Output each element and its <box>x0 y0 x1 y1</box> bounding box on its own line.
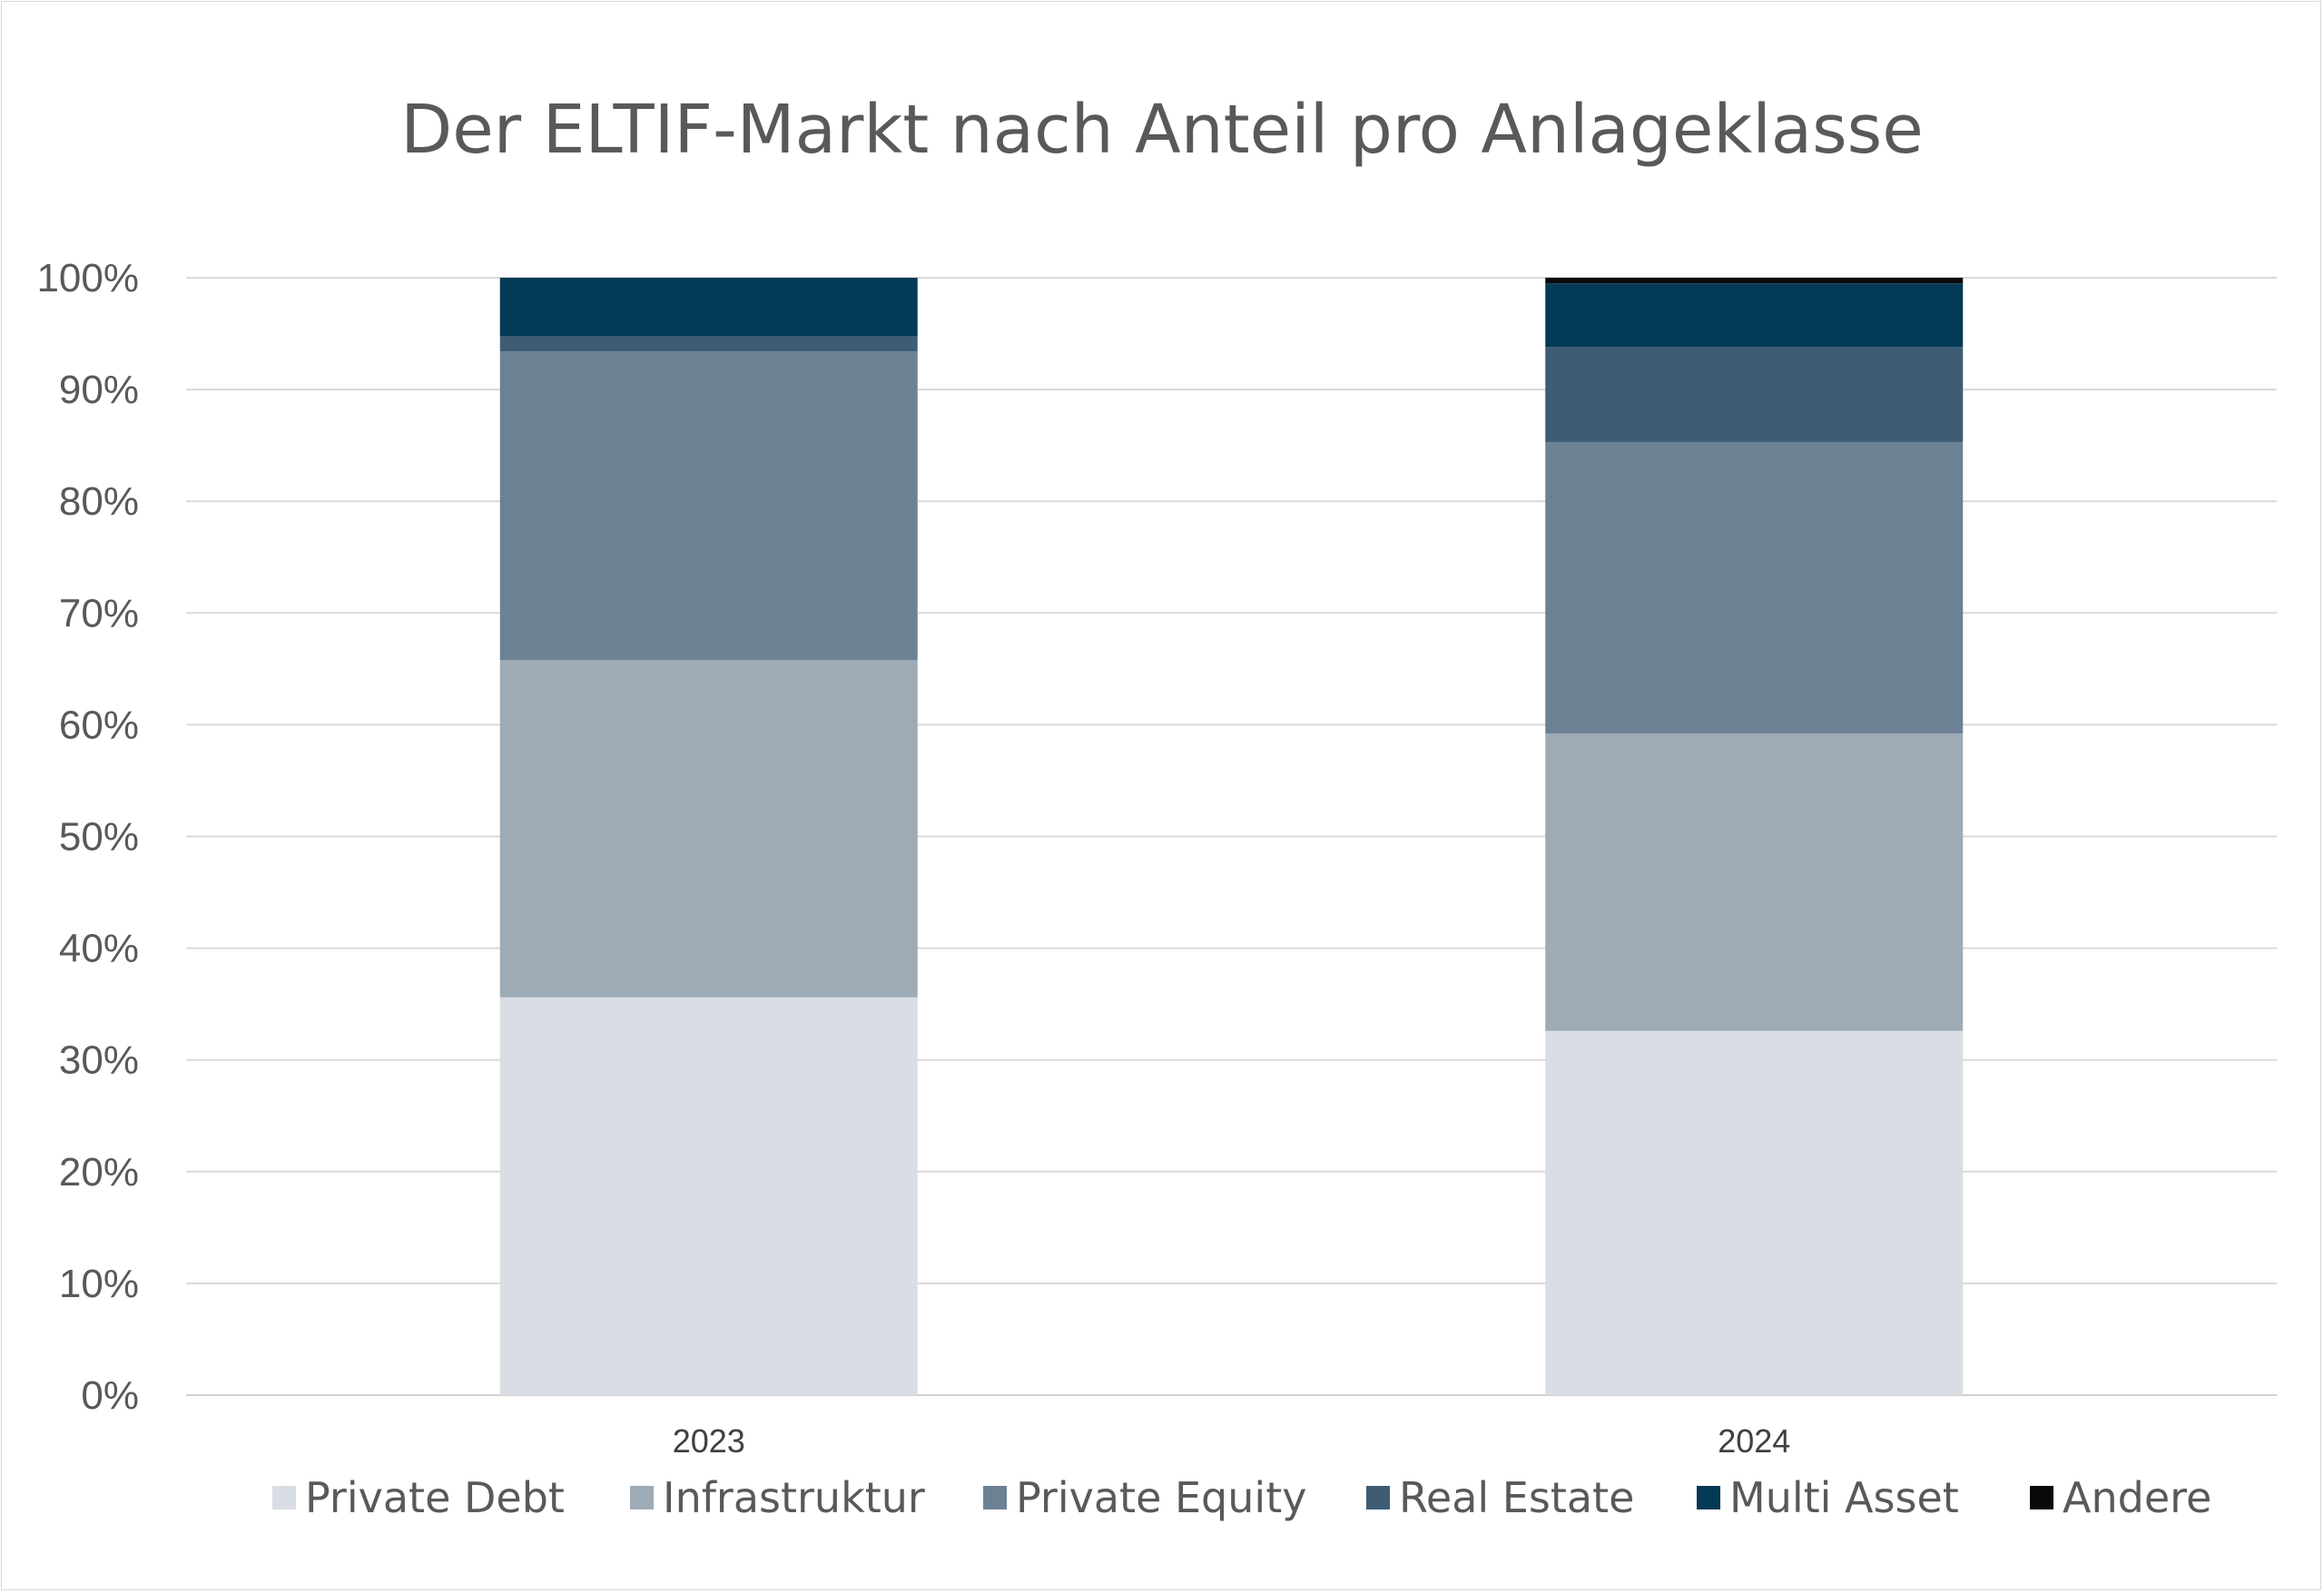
y-tick-label: 100% <box>36 256 139 300</box>
legend-item: Andere <box>2030 1469 2211 1527</box>
legend-swatch <box>983 1486 1007 1509</box>
bars <box>499 278 1964 1395</box>
legend-swatch <box>630 1486 654 1509</box>
y-tick-label: 40% <box>59 927 139 971</box>
bar-segment-private-debt-2024 <box>1545 1030 1964 1395</box>
x-axis-categories: 2023 2024 <box>673 1422 1791 1460</box>
legend-item: Multi Asset <box>1697 1469 1959 1527</box>
bar-segment-multi-asset-2024 <box>1545 283 1964 348</box>
bar-segment-andere-2024 <box>1545 278 1964 284</box>
bar-segment-private-equity-2023 <box>499 351 918 661</box>
y-tick-label: 70% <box>59 591 139 635</box>
bar-segment-private-equity-2024 <box>1545 441 1964 734</box>
x-category-label: 2023 <box>673 1422 745 1460</box>
legend-swatch <box>1697 1486 1720 1509</box>
legend-item: Private Debt <box>272 1469 565 1527</box>
y-tick-label: 10% <box>59 1262 139 1306</box>
y-axis-ticks: 0% 10% 20% 30% 40% 50% 60% 70% 80% 90% 100% <box>36 256 139 1418</box>
bar-segment-private-debt-2023 <box>499 997 918 1395</box>
y-tick-label: 90% <box>59 368 139 412</box>
legend-item: Infrastruktur <box>630 1469 925 1527</box>
bar-segment-infrastruktur-2024 <box>1545 733 1964 1031</box>
legend-swatch <box>272 1486 296 1509</box>
legend-label: Private Debt <box>305 1473 565 1522</box>
legend-swatch <box>2030 1486 2053 1509</box>
x-category-label: 2024 <box>1718 1422 1790 1460</box>
y-tick-label: 60% <box>59 703 139 747</box>
legend-label: Infrastruktur <box>663 1473 925 1522</box>
y-tick-label: 50% <box>59 815 139 860</box>
y-tick-label: 80% <box>59 479 139 524</box>
y-tick-label: 30% <box>59 1038 139 1083</box>
legend: Private Debt Infrastruktur Private Equity R… <box>0 1469 2324 1532</box>
legend-swatch <box>1366 1486 1390 1509</box>
y-tick-label: 20% <box>59 1150 139 1195</box>
bar-segment-multi-asset-2023 <box>499 278 918 337</box>
legend-label: Private Equity <box>1016 1473 1307 1522</box>
legend-label: Multi Asset <box>1729 1473 1959 1522</box>
bar-segment-real-estate-2023 <box>499 336 918 352</box>
y-tick-label: 0% <box>81 1373 139 1418</box>
chart-title: Der ELTIF-Markt nach Anteil pro Anlagekl… <box>400 91 1924 169</box>
legend-item: Private Equity <box>983 1469 1306 1527</box>
gridlines <box>186 277 2277 1396</box>
bar-segment-real-estate-2024 <box>1545 347 1964 442</box>
legend-label: Real Estate <box>1399 1473 1635 1522</box>
legend-label: Andere <box>2063 1473 2212 1522</box>
bar-segment-infrastruktur-2023 <box>499 660 918 998</box>
stacked-bar-chart: 0%10%20%30%40%50%60%70%80%90%100% 2023 20… <box>36 256 2277 1460</box>
legend-item: Real Estate <box>1366 1469 1634 1527</box>
